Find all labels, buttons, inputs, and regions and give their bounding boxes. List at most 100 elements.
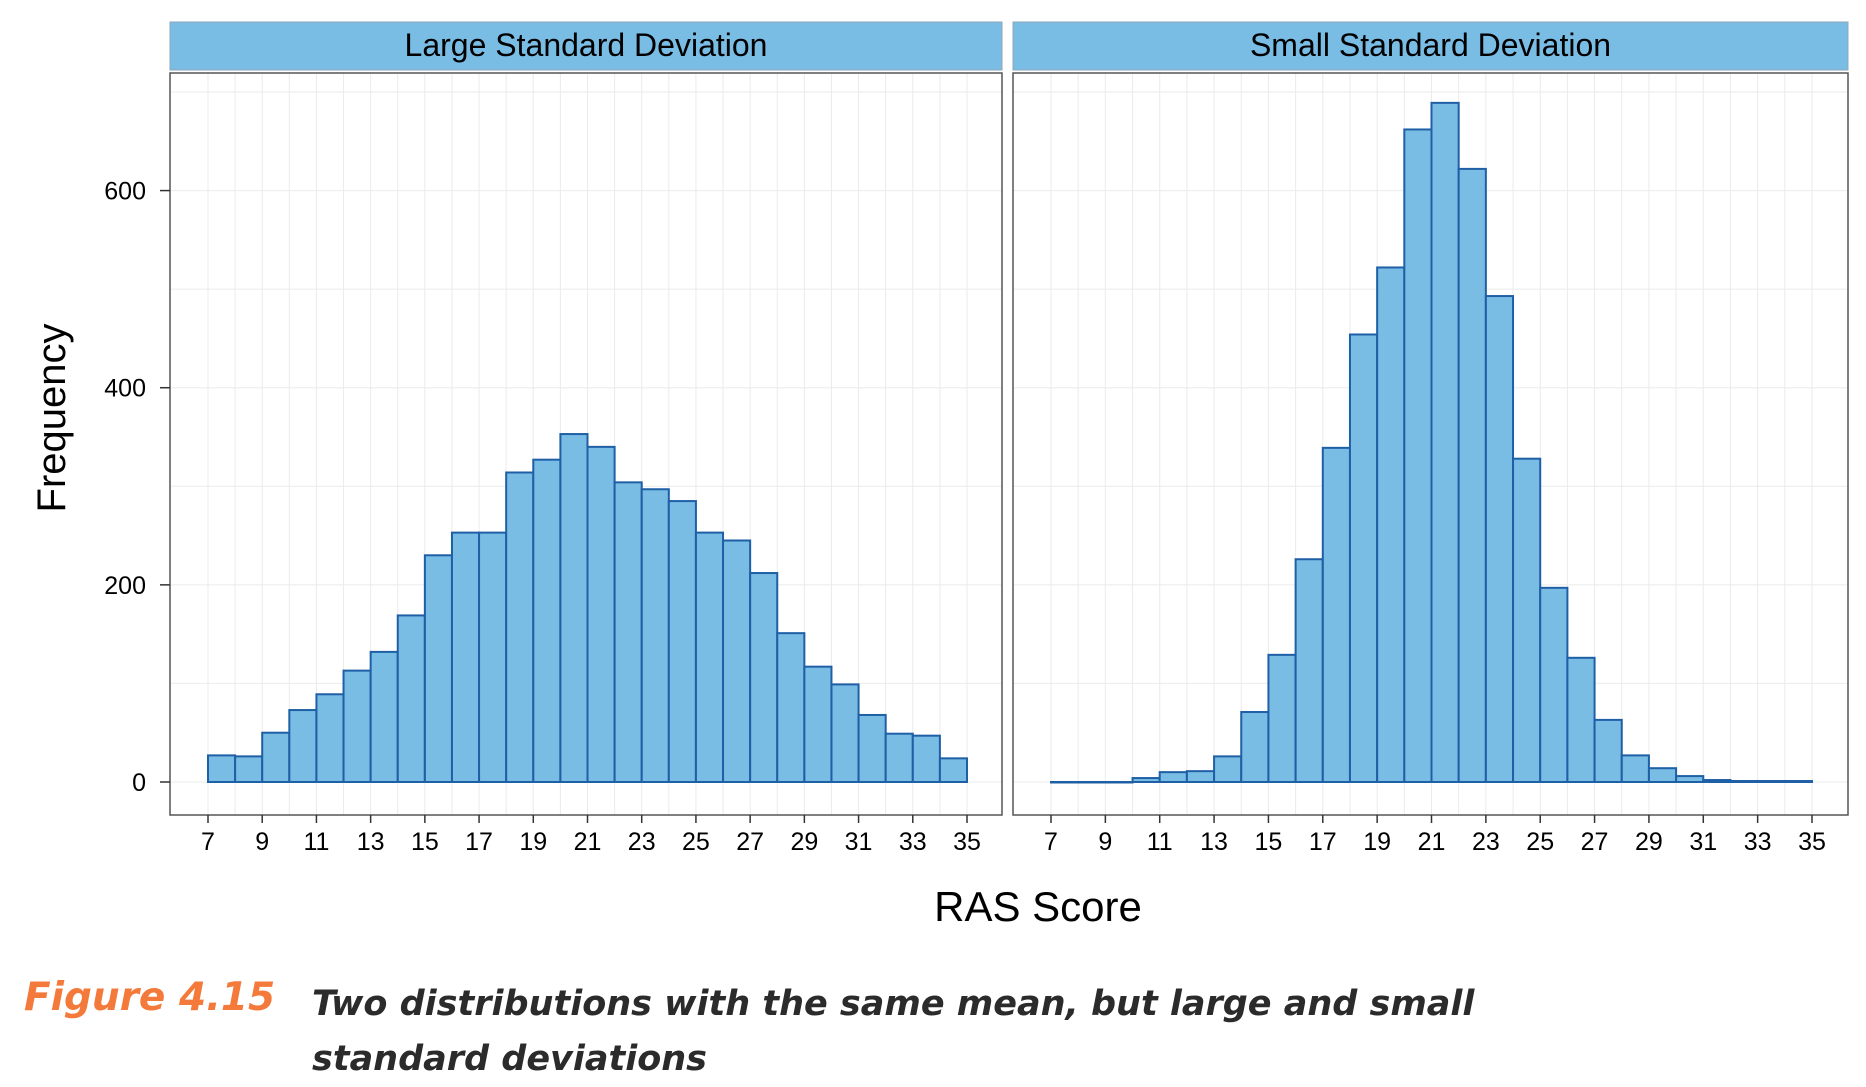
histogram-bar: [369, 650, 399, 783]
x-tick-label: 15: [1255, 828, 1283, 856]
histogram-bar: [288, 709, 318, 783]
histogram-bar: [1240, 711, 1270, 784]
histogram-bar: [1593, 718, 1623, 783]
histogram-bar: [640, 488, 670, 783]
histogram-bar: [722, 539, 752, 783]
y-axis-label: Frequency: [30, 324, 74, 513]
x-axis-label: RAS Score: [934, 883, 1142, 930]
histogram-bar: [938, 757, 969, 783]
histogram-bar: [667, 500, 697, 783]
x-tick-label: 17: [465, 828, 493, 856]
y-axis: 0 200 400 600: [104, 178, 170, 797]
histogram-bar: [1294, 558, 1324, 784]
x-tick-label: 21: [574, 828, 602, 856]
histogram-bar: [911, 734, 941, 784]
histogram-bar: [559, 433, 589, 783]
x-tick-label: 19: [519, 828, 547, 856]
histogram-bar: [1702, 779, 1732, 784]
histogram-bar: [1512, 457, 1542, 783]
x-tick-label: 7: [201, 828, 215, 856]
histogram-bar: [1675, 775, 1705, 784]
plot-border: [1012, 72, 1849, 816]
panel-large-sd: Large Standard Deviation 7 9 11 13 15 17 19 21 23…: [169, 21, 1003, 856]
histogram-bar: [532, 458, 562, 783]
histogram-bar: [1647, 767, 1678, 783]
histogram-bar: [1756, 780, 1786, 783]
histogram-bar: [234, 755, 264, 784]
x-tick-label: 13: [357, 828, 385, 856]
histogram-bar: [613, 481, 643, 783]
histogram-bar: [478, 531, 508, 784]
figure-number: Figure 4.15: [24, 975, 276, 1020]
x-tick-label: 7: [1044, 828, 1058, 856]
histogram-bar: [342, 669, 372, 784]
histogram-bar: [1267, 653, 1297, 784]
histogram-bar: [749, 572, 779, 784]
histogram-bar: [396, 614, 426, 783]
histogram-bar: [1539, 586, 1569, 783]
x-tick-label: 19: [1363, 828, 1391, 856]
histogram-bar: [1457, 167, 1487, 783]
histogram-bar: [450, 531, 481, 784]
histogram-bar: [1403, 128, 1433, 783]
panel-strip: [1012, 21, 1849, 71]
histogram-bar: [1729, 780, 1759, 783]
histogram-bar: [1348, 333, 1379, 783]
histogram-bar: [1131, 777, 1161, 783]
x-tick-label: 11: [303, 828, 329, 856]
panel-small-sd: Small Standard Deviation 7 9 11 13 15 17 19 21 23…: [1012, 21, 1849, 856]
y-tick-label: 400: [104, 375, 146, 403]
histogram-bar: [1620, 754, 1650, 784]
histogram-bar: [505, 471, 535, 783]
panel-title: Small Standard Deviation: [1250, 27, 1611, 63]
x-tick-label: 33: [1744, 828, 1772, 856]
y-tick-label: 600: [104, 178, 146, 206]
histogram-bar: [803, 665, 833, 783]
histogram-bar: [1783, 780, 1813, 783]
histogram-bar: [1185, 770, 1216, 783]
x-tick-label: 9: [255, 828, 269, 856]
histogram-bar: [423, 554, 453, 783]
y-tick-label: 0: [132, 769, 146, 797]
x-tick-label: 35: [953, 828, 981, 856]
histogram-bar: [1430, 101, 1460, 783]
x-tick-label: 15: [411, 828, 439, 856]
x-tick-label: 25: [682, 828, 710, 856]
histogram-bar: [207, 754, 237, 784]
panel-strip: [169, 21, 1003, 71]
histogram-bar: [1321, 446, 1351, 783]
x-tick-label: 23: [1472, 828, 1500, 856]
histogram-bar: [1077, 781, 1107, 784]
x-tick-label: 35: [1798, 828, 1826, 856]
panel-title: Large Standard Deviation: [405, 27, 768, 63]
x-tick-label: 27: [736, 828, 764, 856]
y-tick-label: 200: [104, 572, 146, 600]
histogram-bar: [1566, 656, 1596, 784]
histogram-bar: [1158, 771, 1188, 784]
x-tick-label: 27: [1581, 828, 1609, 856]
x-tick-label: 9: [1098, 828, 1112, 856]
x-tick-label: 31: [845, 828, 873, 856]
histogram-bar: [1050, 781, 1080, 784]
x-tick-label: 31: [1689, 828, 1717, 856]
histogram-bar: [830, 683, 860, 784]
histogram-bar: [586, 445, 616, 783]
x-tick-label: 23: [628, 828, 656, 856]
x-tick-label: 21: [1418, 828, 1446, 856]
histogram-bar: [315, 693, 345, 784]
histogram-bar: [1376, 266, 1406, 783]
histogram-bar: [694, 531, 725, 784]
histogram-bar: [857, 713, 887, 784]
plot-border: [169, 72, 1003, 816]
histogram-bar: [776, 632, 806, 783]
x-tick-label: 11: [1147, 828, 1173, 856]
histogram-bar: [1213, 755, 1243, 784]
x-tick-label: 29: [790, 828, 818, 856]
histogram-bar: [1484, 295, 1515, 783]
histogram-bar: [884, 732, 914, 783]
x-tick-label: 33: [899, 828, 927, 856]
x-tick-label: 13: [1200, 828, 1228, 856]
caption-text: Two distributions with the same mean, bu…: [312, 984, 1475, 1079]
histogram-bar: [261, 731, 291, 784]
x-tick-label: 25: [1526, 828, 1554, 856]
